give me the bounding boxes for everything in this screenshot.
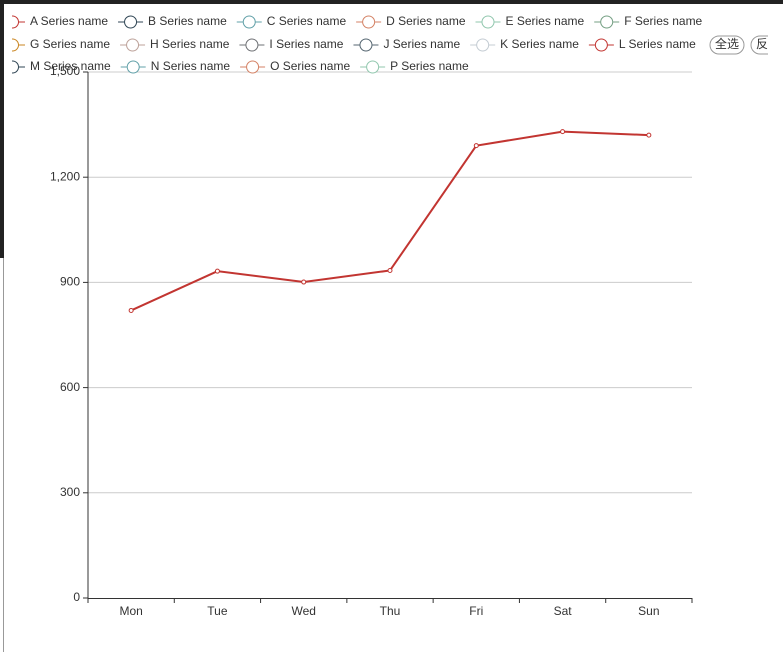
legend-label: K Series name xyxy=(500,37,579,51)
legend-label: O Series name xyxy=(270,59,350,73)
y-tick-label: 0 xyxy=(73,590,80,604)
left-border xyxy=(0,0,4,258)
legend-icon xyxy=(362,15,376,29)
legend-label: N Series name xyxy=(151,59,231,73)
legend-icon xyxy=(12,60,19,74)
legend-label: L Series name xyxy=(619,37,696,51)
legend-label: B Series name xyxy=(148,14,227,28)
legend-icon xyxy=(126,38,140,52)
legend-label: F Series name xyxy=(624,14,702,28)
legend-icon xyxy=(359,38,373,52)
point xyxy=(560,129,566,135)
x-tick-label: Tue xyxy=(207,604,228,618)
legend-icon xyxy=(245,38,259,52)
x-tick-label: Wed xyxy=(291,604,315,618)
legend-label: J Series name xyxy=(383,37,460,51)
legend-label: D Series name xyxy=(386,14,466,28)
legend-icon xyxy=(12,15,19,29)
legend-label: G Series name xyxy=(30,37,110,51)
y-tick-label: 300 xyxy=(60,485,80,499)
y-tick-label: 1,200 xyxy=(50,169,80,183)
left-line xyxy=(3,258,4,652)
button[interactable] xyxy=(709,35,745,55)
legend-label: M Series name xyxy=(30,59,111,73)
legend-icon xyxy=(12,38,19,52)
legend-icon xyxy=(242,15,256,29)
legend-icon xyxy=(124,15,138,29)
x-tick-label: Fri xyxy=(469,604,483,618)
point xyxy=(473,143,479,149)
x-tick-label: Sun xyxy=(638,604,659,618)
x-tick-label: Mon xyxy=(119,604,142,618)
button-label[interactable]: 全选 xyxy=(715,36,739,51)
legend-icon xyxy=(476,38,490,52)
legend-label: C Series name xyxy=(267,14,347,28)
point xyxy=(301,279,307,285)
legend-icon xyxy=(481,15,495,29)
y-tick-label: 1,500 xyxy=(50,64,80,78)
legend-label: H Series name xyxy=(150,37,230,51)
y-tick-label: 600 xyxy=(60,380,80,394)
button-label[interactable]: 反选 xyxy=(756,37,780,51)
point xyxy=(214,268,220,274)
point xyxy=(128,307,134,313)
legend-label: A Series name xyxy=(30,14,108,28)
legend-label: E Series name xyxy=(506,14,585,28)
point xyxy=(646,132,652,138)
legend-label: I Series name xyxy=(269,37,343,51)
legend-icon xyxy=(126,60,140,74)
top-border xyxy=(0,0,783,4)
button[interactable] xyxy=(750,35,783,55)
x-tick-label: Thu xyxy=(380,604,401,618)
x-tick-label: Sat xyxy=(554,604,573,618)
legend-icon xyxy=(246,60,260,74)
legend-label: P Series name xyxy=(390,59,469,73)
point xyxy=(387,267,393,273)
y-tick-label: 900 xyxy=(60,275,80,289)
series-line xyxy=(130,130,649,312)
legend-icon xyxy=(600,15,614,29)
legend-icon xyxy=(594,38,608,52)
legend-icon xyxy=(366,60,380,74)
